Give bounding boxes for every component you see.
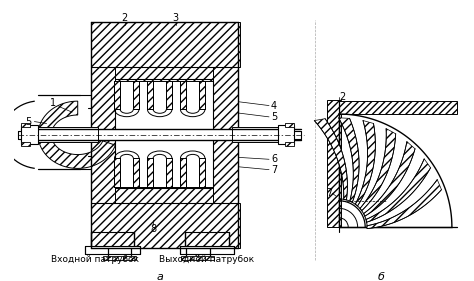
Polygon shape	[133, 158, 139, 187]
Bar	[21, 142, 30, 146]
Bar	[33, 127, 99, 142]
Polygon shape	[115, 187, 213, 203]
Polygon shape	[367, 180, 441, 228]
Text: 4: 4	[271, 101, 277, 110]
Text: 6: 6	[271, 154, 277, 164]
Polygon shape	[181, 81, 186, 109]
Polygon shape	[147, 158, 153, 187]
Bar	[328, 100, 341, 227]
Polygon shape	[115, 67, 213, 81]
Polygon shape	[360, 129, 396, 211]
Polygon shape	[339, 114, 452, 227]
Text: 8: 8	[150, 224, 156, 234]
Text: 7: 7	[271, 165, 277, 175]
Text: 7: 7	[326, 188, 332, 198]
Text: б: б	[378, 272, 384, 281]
Text: 5: 5	[271, 112, 277, 122]
Polygon shape	[199, 81, 205, 109]
Bar	[285, 142, 293, 146]
Bar	[339, 101, 456, 114]
Polygon shape	[166, 81, 172, 109]
Bar	[21, 123, 30, 127]
Polygon shape	[356, 121, 375, 206]
Text: а: а	[156, 272, 163, 281]
Bar	[182, 256, 214, 260]
Polygon shape	[364, 142, 415, 216]
Polygon shape	[91, 203, 240, 248]
Text: 2: 2	[122, 13, 128, 23]
Polygon shape	[199, 158, 205, 187]
Text: Входной патрубок: Входной патрубок	[51, 255, 139, 264]
Polygon shape	[366, 159, 430, 222]
Polygon shape	[115, 81, 120, 109]
Polygon shape	[115, 158, 120, 187]
Bar	[21, 125, 38, 144]
Polygon shape	[91, 22, 240, 67]
Bar	[315, 0, 461, 265]
Bar	[180, 246, 234, 253]
Polygon shape	[147, 81, 153, 109]
Text: Выходной патрубок: Выходной патрубок	[159, 255, 255, 264]
Bar	[33, 129, 273, 140]
Polygon shape	[181, 158, 186, 187]
Polygon shape	[314, 119, 347, 200]
Polygon shape	[38, 101, 115, 168]
Polygon shape	[166, 158, 172, 187]
Text: 5: 5	[26, 117, 32, 126]
Polygon shape	[213, 67, 238, 203]
Polygon shape	[338, 118, 359, 202]
Polygon shape	[91, 67, 115, 203]
Bar	[14, 0, 315, 265]
Bar	[85, 246, 140, 253]
Bar	[285, 123, 293, 127]
Text: 1: 1	[50, 98, 56, 108]
Text: 3: 3	[173, 13, 179, 23]
Polygon shape	[133, 81, 139, 109]
Bar	[278, 125, 294, 144]
Text: 2: 2	[339, 92, 345, 102]
Bar	[232, 127, 282, 142]
Bar	[103, 256, 136, 260]
